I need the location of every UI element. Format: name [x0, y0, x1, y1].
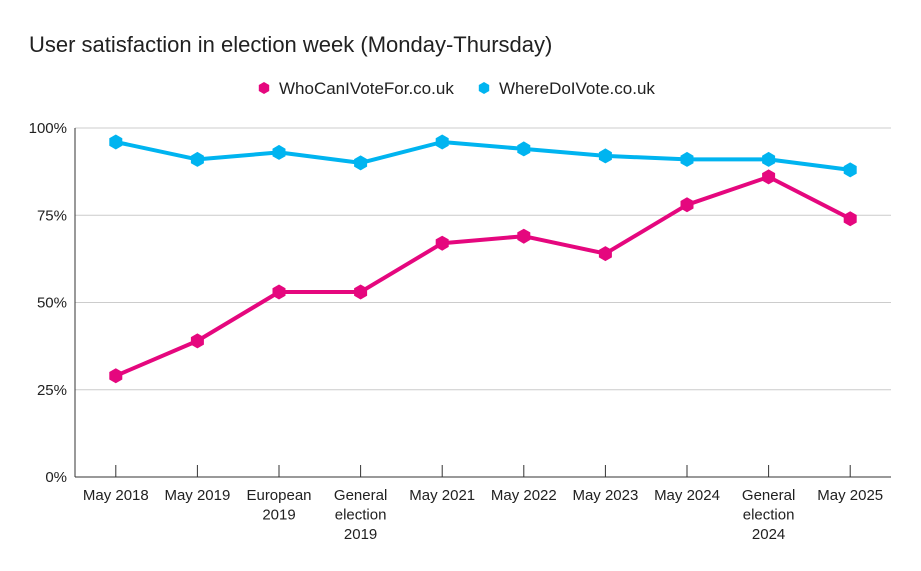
data-point [843, 162, 857, 178]
data-point [272, 144, 286, 160]
series-wheredoivote-co-uk [109, 134, 857, 178]
y-tick-label: 25% [37, 382, 67, 399]
data-point [598, 246, 612, 262]
y-tick-label: 100% [29, 120, 67, 137]
data-point [598, 148, 612, 164]
legend: WhoCanIVoteFor.co.uk WhereDoIVote.co.uk [258, 79, 655, 98]
data-point [680, 197, 694, 213]
series-whocanivotefor-co-uk [109, 169, 857, 384]
x-tick-label: European 2019 [246, 487, 311, 524]
data-point [762, 169, 776, 185]
y-tick-label: 75% [37, 207, 67, 224]
x-tick-label: General election 2019 [334, 487, 387, 543]
data-point [354, 284, 368, 300]
x-tick-label: May 2021 [409, 487, 475, 504]
data-point [190, 151, 204, 167]
x-axis: May 2018 May 2019 European 2019 General elect… [83, 465, 883, 543]
legend-label: WhereDoIVote.co.uk [499, 79, 655, 98]
series-line [115, 174, 852, 378]
gridlines [75, 127, 891, 478]
x-tick-label: May 2022 [491, 487, 557, 504]
data-point [680, 151, 694, 167]
data-point [109, 368, 123, 384]
legend-label: WhoCanIVoteFor.co.uk [279, 79, 454, 98]
data-point [354, 155, 368, 171]
data-point [190, 333, 204, 349]
x-tick-label: May 2025 [817, 487, 883, 504]
data-point [517, 228, 531, 244]
x-tick-label: May 2024 [654, 487, 720, 504]
y-tick-label: 50% [37, 295, 67, 312]
y-tick-label: 0% [45, 469, 67, 486]
data-point [435, 235, 449, 251]
x-tick-label: May 2019 [164, 487, 230, 504]
data-point [435, 134, 449, 150]
data-point [762, 151, 776, 167]
data-point [843, 211, 857, 227]
legend-marker-icon [478, 82, 490, 94]
chart-title: User satisfaction in election week (Mond… [29, 32, 552, 57]
series-line [115, 140, 851, 172]
legend-marker-icon [258, 82, 270, 94]
x-tick-label: General election 2024 [742, 487, 795, 543]
legend-item: WhoCanIVoteFor.co.uk [258, 79, 454, 98]
x-tick-label: May 2018 [83, 487, 149, 504]
y-axis: 0% 25% 50% 75% 100% [29, 120, 76, 486]
x-tick-label: May 2023 [572, 487, 638, 504]
data-point [517, 141, 531, 157]
data-point [109, 134, 123, 150]
series-group [109, 134, 857, 384]
data-point [272, 284, 286, 300]
legend-item: WhereDoIVote.co.uk [478, 79, 655, 98]
